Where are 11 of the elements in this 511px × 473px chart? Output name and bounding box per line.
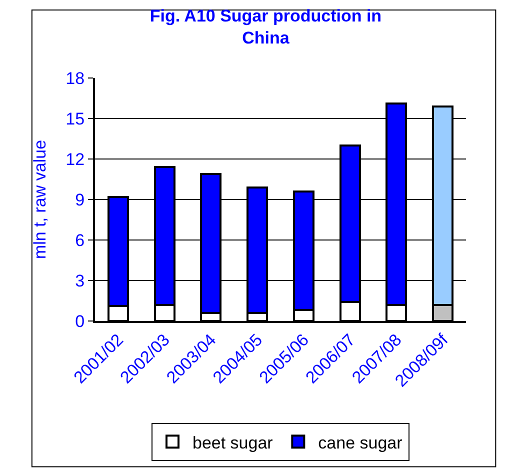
y-tick-label: 3	[75, 271, 85, 290]
y-tick-label: 9	[75, 190, 85, 210]
y-tick-label: 6	[75, 230, 85, 250]
legend-label: beet sugar	[192, 433, 274, 452]
y-tick-label: 0	[75, 312, 85, 331]
legend-label: cane sugar	[318, 433, 403, 452]
chart-title: Fig. A10 Sugar production in China	[150, 6, 382, 48]
y-tick-label: 12	[66, 150, 85, 169]
y-tick-label: 18	[66, 68, 85, 88]
y-axis-title: mln t, raw value	[30, 140, 50, 260]
y-tick-label: 15	[66, 109, 85, 128]
